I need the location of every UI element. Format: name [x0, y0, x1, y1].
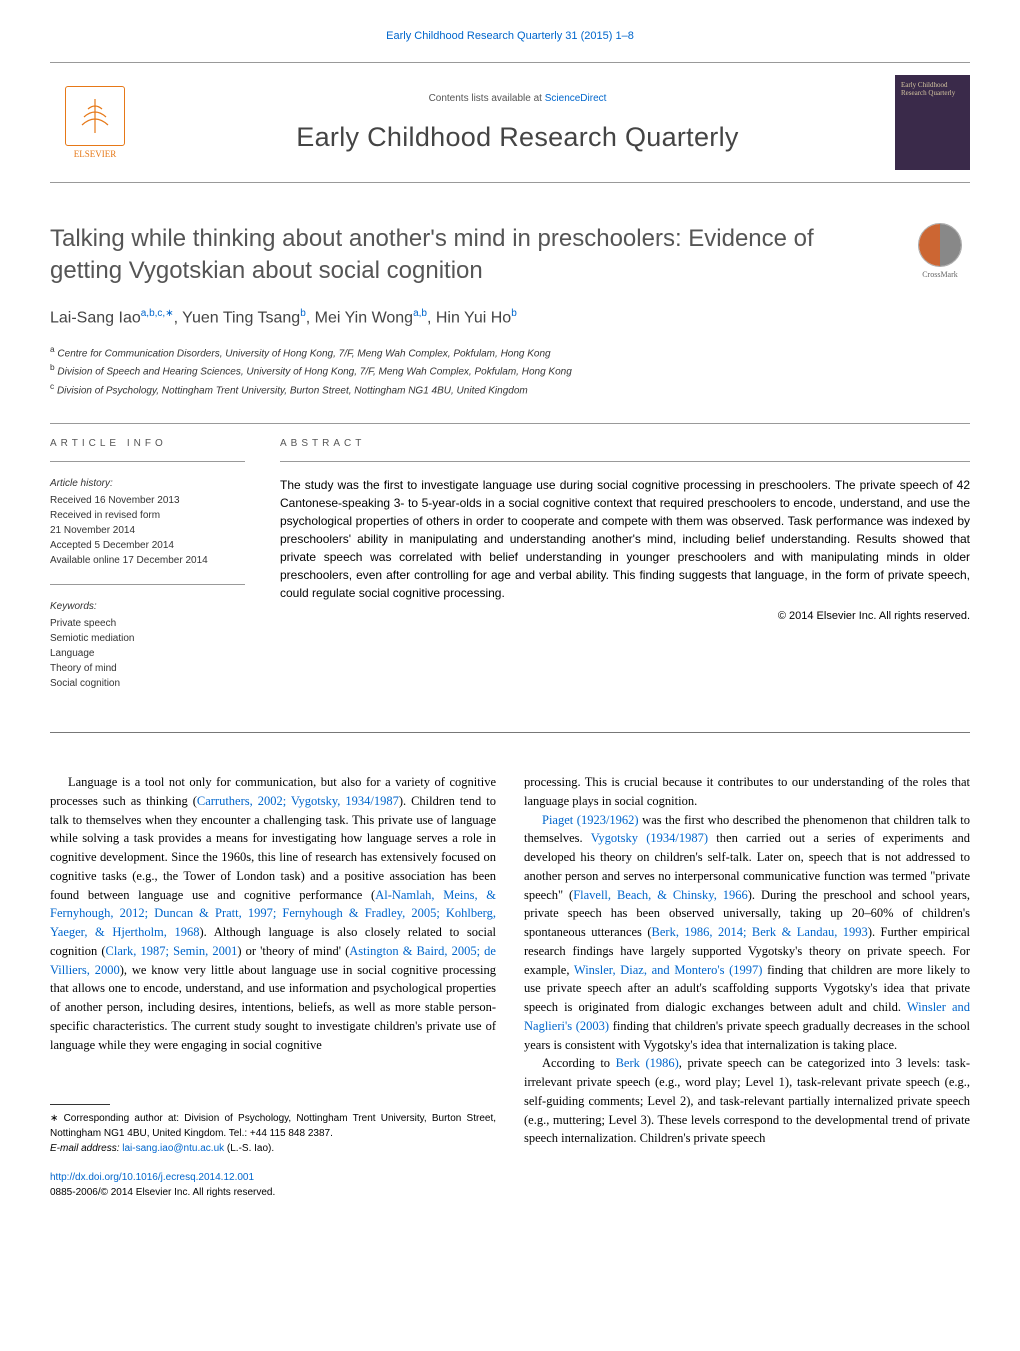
body-column-left: Language is a tool not only for communic…: [50, 773, 496, 1200]
crossmark-label: CrossMark: [922, 270, 958, 279]
crossmark-badge[interactable]: CrossMark: [910, 223, 970, 279]
keyword: Theory of mind: [50, 661, 245, 676]
affiliation-c: c Division of Psychology, Nottingham Tre…: [50, 380, 970, 398]
article-info-sidebar: article info Article history: Received 1…: [50, 438, 245, 707]
history-line: Received 16 November 2013: [50, 493, 245, 508]
keyword: Semiotic mediation: [50, 631, 245, 646]
affiliations: a Centre for Communication Disorders, Un…: [50, 343, 970, 398]
article-history: Article history: Received 16 November 20…: [50, 476, 245, 568]
contents-prefix: Contents lists available at: [429, 93, 545, 104]
divider: [50, 461, 245, 462]
doi-block: http://dx.doi.org/10.1016/j.ecresq.2014.…: [50, 1170, 496, 1200]
article-info-heading: article info: [50, 438, 245, 449]
elsevier-label: ELSEVIER: [74, 149, 117, 159]
contents-available: Contents lists available at ScienceDirec…: [140, 93, 895, 104]
history-label: Article history:: [50, 476, 245, 491]
email-line: E-mail address: lai-sang.iao@ntu.ac.uk (…: [50, 1141, 496, 1156]
history-line: Accepted 5 December 2014: [50, 538, 245, 553]
body-column-right: processing. This is crucial because it c…: [524, 773, 970, 1200]
sciencedirect-link[interactable]: ScienceDirect: [545, 93, 607, 104]
journal-title: Early Childhood Research Quarterly: [140, 122, 895, 153]
body-paragraph: Language is a tool not only for communic…: [50, 773, 496, 1054]
footer-divider: [50, 1104, 110, 1105]
journal-header: ELSEVIER Contents lists available at Sci…: [50, 62, 970, 183]
divider: [280, 461, 970, 462]
history-line: Received in revised form: [50, 508, 245, 523]
elsevier-tree-icon: [65, 86, 125, 146]
corresponding-author-footer: ∗ Corresponding author at: Division of P…: [50, 1104, 496, 1200]
corresponding-author: ∗ Corresponding author at: Division of P…: [50, 1111, 496, 1141]
abstract-copyright: © 2014 Elsevier Inc. All rights reserved…: [280, 610, 970, 622]
journal-cover-thumbnail: Early Childhood Research Quarterly: [895, 75, 970, 170]
keyword: Language: [50, 646, 245, 661]
keyword: Social cognition: [50, 676, 245, 691]
history-line: Available online 17 December 2014: [50, 553, 245, 568]
abstract-block: abstract The study was the first to inve…: [280, 438, 970, 707]
body-paragraph: Piaget (1923/1962) was the first who des…: [524, 811, 970, 1055]
email-label: E-mail address:: [50, 1143, 122, 1154]
affiliation-b: b Division of Speech and Hearing Science…: [50, 361, 970, 379]
crossmark-icon: [918, 223, 962, 267]
divider: [50, 423, 970, 424]
divider: [50, 584, 245, 585]
abstract-text: The study was the first to investigate l…: [280, 476, 970, 602]
email-suffix: (L.-S. Iao).: [224, 1143, 274, 1154]
email-link[interactable]: lai-sang.iao@ntu.ac.uk: [122, 1143, 224, 1154]
header-center: Contents lists available at ScienceDirec…: [140, 93, 895, 153]
keyword: Private speech: [50, 616, 245, 631]
authors-list: Lai-Sang Iaoa,b,c,∗, Yuen Ting Tsangb, M…: [50, 308, 970, 327]
body-paragraph: According to Berk (1986), private speech…: [524, 1054, 970, 1148]
abstract-heading: abstract: [280, 438, 970, 449]
article-body: Language is a tool not only for communic…: [50, 773, 970, 1200]
journal-reference: Early Childhood Research Quarterly 31 (2…: [50, 30, 970, 42]
body-paragraph: processing. This is crucial because it c…: [524, 773, 970, 811]
doi-link[interactable]: http://dx.doi.org/10.1016/j.ecresq.2014.…: [50, 1172, 254, 1183]
article-title: Talking while thinking about another's m…: [50, 223, 890, 288]
affiliation-a: a Centre for Communication Disorders, Un…: [50, 343, 970, 361]
history-line: 21 November 2014: [50, 523, 245, 538]
elsevier-logo: ELSEVIER: [50, 78, 140, 168]
keywords-block: Keywords: Private speech Semiotic mediat…: [50, 599, 245, 691]
issn-copyright: 0885-2006/© 2014 Elsevier Inc. All right…: [50, 1187, 275, 1198]
divider: [50, 732, 970, 733]
keywords-label: Keywords:: [50, 599, 245, 614]
